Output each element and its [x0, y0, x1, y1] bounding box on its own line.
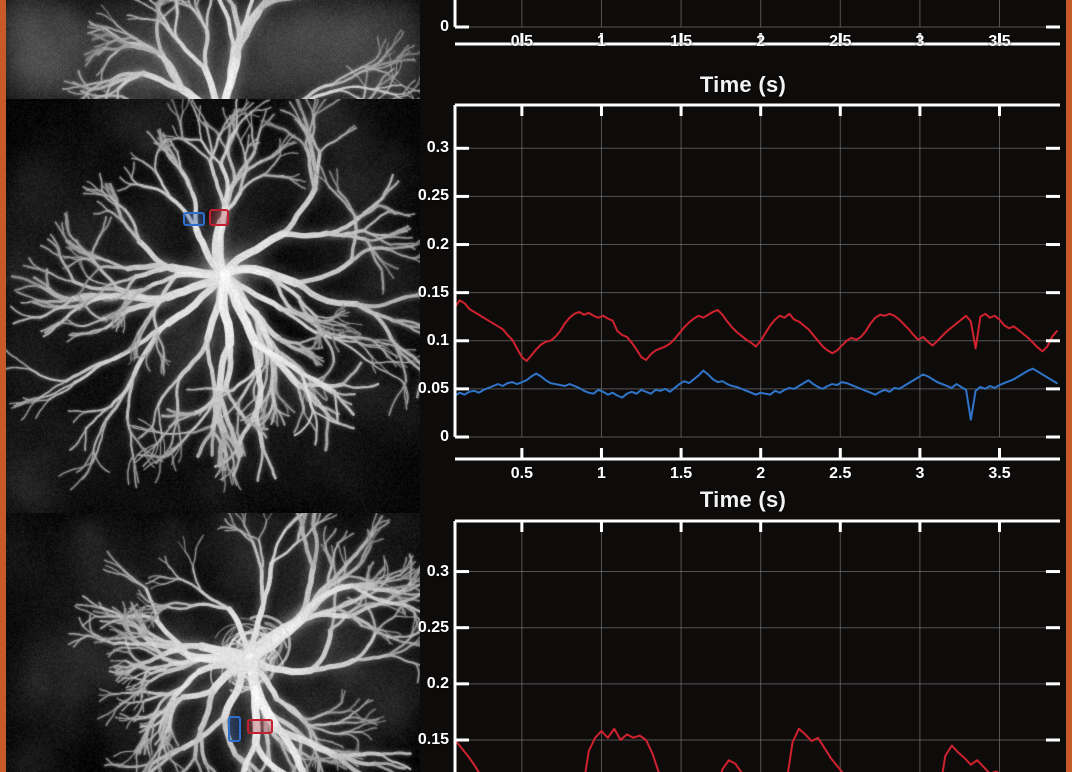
chart-top-canvas — [420, 0, 1066, 99]
roi-red-middle[interactable] — [209, 209, 229, 226]
chart-top-xtick-1.5: 1.5 — [669, 33, 693, 50]
vascular-image-bottom — [6, 513, 420, 772]
chart-middle-ytick-0: 0 — [440, 428, 449, 445]
chart-top-xtick-2.5: 2.5 — [829, 33, 852, 50]
chart-bottom-canvas — [420, 513, 1066, 772]
vascular-map-top — [6, 0, 420, 99]
vascular-image-top — [6, 0, 420, 99]
chart-middle-ytick-0.2: 0.2 — [426, 235, 449, 253]
chart-middle-canvas — [420, 99, 1066, 513]
chart-top-xtick-3.5: 3.5 — [988, 33, 1011, 50]
chart-top-xlabel: Time (s) — [699, 72, 787, 97]
chart-bottom-ytick-0.3: 0.3 — [426, 562, 449, 580]
roi-red-bottom[interactable] — [247, 719, 273, 734]
chart-middle-ytick-0.25: 0.25 — [417, 187, 449, 205]
chart-middle-xlabel: Time (s) — [699, 487, 787, 512]
chart-middle-xtick-1.5: 1.5 — [669, 465, 693, 482]
chart-middle-xtick-2.5: 2.5 — [829, 465, 852, 482]
chart-bottom-ytick-0.15: 0.15 — [417, 731, 449, 748]
roi-blue-bottom[interactable] — [228, 716, 241, 742]
chart-top-xtick-2: 2 — [756, 33, 766, 50]
vascular-map-bottom — [6, 513, 420, 772]
chart-middle-ytick-0.05: 0.05 — [417, 379, 449, 397]
chart-bottom-ytick-0.2: 0.2 — [426, 674, 449, 692]
chart-bottom — [420, 513, 1066, 772]
vascular-map-middle — [6, 99, 420, 513]
chart-middle — [420, 99, 1066, 513]
frame-border-right — [1066, 0, 1072, 772]
chart-middle-ytick-0.15: 0.15 — [417, 283, 449, 301]
imaging-column — [6, 0, 420, 772]
plot-column: Time (s) Time (s) 0 0.5 1 1.5 2 2.5 3 3.5 0 0.05 0… — [417, 0, 1066, 772]
chart-middle-ytick-0.3: 0.3 — [426, 139, 449, 157]
chart-middle-xtick-3: 3 — [915, 465, 925, 482]
chart-top-xtick-0.5: 0.5 — [510, 33, 533, 50]
vascular-image-middle — [6, 99, 420, 513]
chart-top — [420, 0, 1066, 99]
chart-top-ytick-0: 0 — [440, 18, 449, 35]
chart-middle-xtick-3.5: 3.5 — [988, 465, 1011, 482]
chart-bottom-ytick-0.25: 0.25 — [417, 618, 449, 636]
chart-middle-xtick-2: 2 — [756, 465, 766, 482]
chart-top-xtick-1: 1 — [597, 33, 606, 50]
roi-blue-middle[interactable] — [183, 212, 205, 226]
frame-border-left — [0, 0, 6, 772]
chart-middle-xtick-0.5: 0.5 — [510, 465, 533, 482]
chart-middle-xtick-1: 1 — [597, 465, 606, 482]
chart-middle-ytick-0.1: 0.1 — [426, 331, 449, 349]
chart-top-xtick-3: 3 — [915, 33, 925, 50]
